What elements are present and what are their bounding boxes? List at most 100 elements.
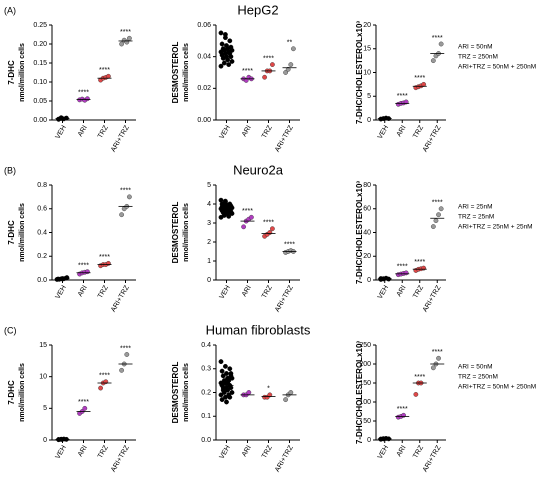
y-tick-label: 0 xyxy=(367,437,371,444)
data-point xyxy=(221,60,227,66)
significance: **** xyxy=(263,220,274,227)
y-axis-label: 7-DHC xyxy=(7,380,16,405)
data-point xyxy=(269,226,275,232)
x-tick-label: ARI+TRZ xyxy=(110,124,131,154)
x-tick-label: VEH xyxy=(219,284,232,300)
significance: **** xyxy=(99,67,110,74)
y-tick-label: 0.0 xyxy=(37,277,47,284)
significance: **** xyxy=(99,254,110,261)
x-tick-label: ARI xyxy=(396,124,408,138)
data-point xyxy=(218,392,224,398)
y-axis-label: DESMOSTEROL xyxy=(171,361,180,423)
data-point xyxy=(218,30,224,36)
significance: **** xyxy=(414,259,425,266)
y-tick-label: 0.2 xyxy=(201,389,211,396)
x-tick-label: ARI+TRZ xyxy=(274,124,295,154)
y-axis-label: DESMOSTEROL xyxy=(171,41,180,103)
y-tick-label: 0.2 xyxy=(37,253,47,260)
x-tick-label: ARI xyxy=(241,124,253,138)
x-tick-label: TRZ xyxy=(261,124,274,140)
y-tick-label: 0.05 xyxy=(33,98,47,105)
y-tick-label: 4 xyxy=(207,201,211,208)
x-tick-label: ARI+TRZ xyxy=(422,124,443,154)
data-point xyxy=(436,212,441,218)
y-axis-label: 7-DHC/CHOLESTEROLx10³ xyxy=(355,181,364,284)
panel-label: (B) xyxy=(4,165,16,175)
data-point xyxy=(221,390,227,395)
significance: **** xyxy=(99,373,110,380)
significance: **** xyxy=(397,93,408,100)
note: ARI+TRZ = 25nM + 25nM xyxy=(458,224,533,231)
data-point xyxy=(283,397,288,403)
data-point xyxy=(219,397,225,403)
note: ARI = 50nM xyxy=(458,364,493,371)
y-axis-unit: nmol/million cells xyxy=(183,363,190,422)
data-point xyxy=(218,359,224,365)
x-tick-label: TRZ xyxy=(412,444,425,460)
panel-label: (A) xyxy=(4,5,16,15)
y-tick-label: 10 xyxy=(39,374,47,381)
y-tick-label: 0.00 xyxy=(197,117,211,124)
data-point xyxy=(119,212,125,218)
x-tick-label: TRZ xyxy=(97,124,110,140)
significance: **** xyxy=(397,264,408,271)
y-tick-label: 0.06 xyxy=(197,22,211,29)
x-tick-label: TRZ xyxy=(412,284,425,300)
data-point xyxy=(229,59,235,64)
row-title: HepG2 xyxy=(237,2,278,17)
significance: **** xyxy=(78,399,89,406)
data-point xyxy=(225,380,231,386)
data-point xyxy=(222,363,228,369)
y-tick-label: 0 xyxy=(367,277,371,284)
y-tick-label: 150 xyxy=(359,380,371,387)
note: TRZ = 250nM xyxy=(458,54,498,61)
data-point xyxy=(227,38,233,44)
panel-label: (C) xyxy=(4,325,17,335)
data-point xyxy=(267,230,273,235)
significance: **** xyxy=(414,75,425,82)
data-point xyxy=(218,63,224,69)
data-point xyxy=(243,78,249,83)
significance: **** xyxy=(242,208,253,215)
y-tick-label: 5 xyxy=(207,182,211,189)
note: ARI+TRZ = 50nM + 250nM xyxy=(458,384,536,391)
significance: **** xyxy=(242,68,253,75)
data-point xyxy=(241,224,247,230)
data-point xyxy=(246,390,252,395)
significance: **** xyxy=(120,188,131,195)
x-tick-label: VEH xyxy=(55,124,68,140)
y-tick-label: 20 xyxy=(363,22,371,29)
data-point xyxy=(225,57,231,63)
row-title: Human fibroblasts xyxy=(206,322,311,337)
y-axis-label: 7-DHC/CHOLESTEROLx10³ xyxy=(355,341,364,444)
y-axis-unit: nmol/million cells xyxy=(183,43,190,102)
data-point xyxy=(124,352,130,357)
y-tick-label: 100 xyxy=(359,399,371,406)
y-tick-label: 0.0 xyxy=(201,437,211,444)
significance: **** xyxy=(284,241,295,248)
y-tick-label: 15 xyxy=(39,342,47,349)
x-tick-label: ARI xyxy=(241,284,253,298)
data-point xyxy=(269,62,275,67)
data-point xyxy=(56,276,62,282)
y-tick-label: 0.25 xyxy=(33,22,47,29)
y-tick-label: 0.00 xyxy=(33,117,47,124)
significance: **** xyxy=(432,349,443,356)
data-point xyxy=(222,32,228,37)
data-point xyxy=(283,70,288,75)
note: ARI = 25nM xyxy=(458,204,493,211)
y-tick-label: 0.8 xyxy=(37,182,47,189)
data-point xyxy=(220,55,226,61)
data-point xyxy=(126,35,132,41)
x-tick-label: TRZ xyxy=(261,284,274,300)
y-tick-label: 0.4 xyxy=(201,342,211,349)
significance: **** xyxy=(120,345,131,352)
data-point xyxy=(430,365,436,371)
data-point xyxy=(228,373,234,379)
y-tick-label: 0.15 xyxy=(33,60,47,67)
data-point xyxy=(219,41,225,47)
y-tick-label: 3 xyxy=(207,220,211,227)
y-tick-label: 5 xyxy=(43,405,47,412)
y-tick-label: 40 xyxy=(363,229,371,236)
data-point xyxy=(438,41,444,47)
